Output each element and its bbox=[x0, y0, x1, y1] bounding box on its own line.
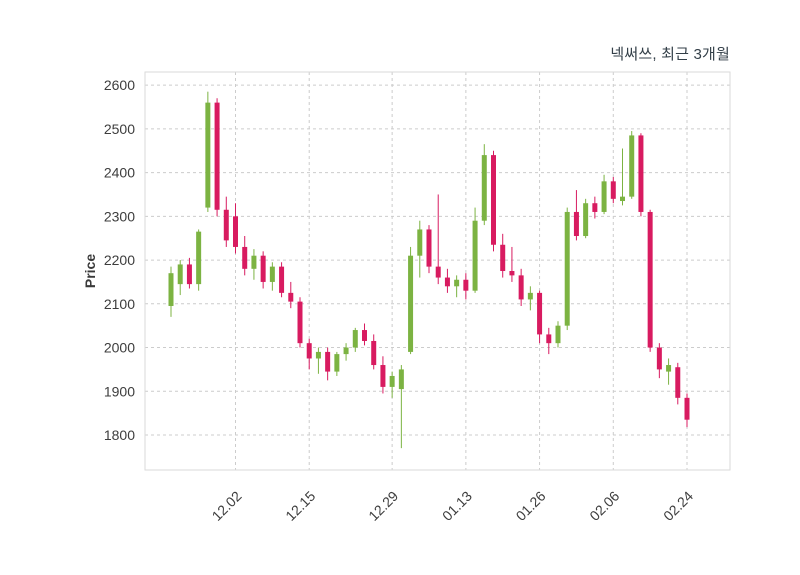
candle-body bbox=[279, 266, 285, 293]
candle-body bbox=[647, 211, 653, 348]
y-axis-title: Price bbox=[82, 253, 98, 289]
candle-body bbox=[601, 181, 607, 212]
candle-body bbox=[233, 216, 238, 247]
y-tick-label: 2400 bbox=[104, 165, 135, 181]
x-tick-label: 12.15 bbox=[282, 488, 318, 524]
candle-body bbox=[325, 351, 331, 372]
y-tick-label: 2500 bbox=[104, 121, 135, 137]
candle-body bbox=[573, 211, 579, 237]
y-tick-label: 2300 bbox=[104, 208, 135, 224]
y-tick-label: 2200 bbox=[104, 252, 135, 268]
candle-body bbox=[527, 292, 533, 300]
y-tick-label: 2000 bbox=[104, 340, 135, 356]
x-tick-label: 02.06 bbox=[586, 488, 622, 524]
x-tick-label: 02.24 bbox=[660, 488, 696, 524]
candle-body bbox=[371, 340, 377, 366]
y-tick-label: 2100 bbox=[104, 296, 135, 312]
candle-body bbox=[334, 354, 340, 372]
candle-body bbox=[306, 343, 312, 359]
x-tick-label: 12.02 bbox=[209, 488, 245, 524]
candle-body bbox=[491, 155, 496, 245]
candle-body bbox=[583, 203, 589, 237]
candle-body bbox=[251, 255, 257, 269]
candle-body bbox=[454, 279, 460, 287]
candle-body bbox=[398, 369, 404, 390]
x-tick-label: 01.13 bbox=[439, 488, 475, 524]
candle-body bbox=[242, 246, 248, 269]
candle-body bbox=[380, 365, 386, 387]
y-tick-label: 2600 bbox=[104, 77, 135, 93]
candle-body bbox=[537, 292, 543, 335]
candle-body bbox=[666, 365, 672, 372]
candle-body bbox=[463, 279, 469, 291]
candle-body bbox=[546, 334, 552, 344]
candle-body bbox=[223, 209, 229, 241]
candle-body bbox=[426, 229, 432, 267]
candle-body bbox=[408, 255, 414, 352]
candle-body bbox=[269, 266, 275, 282]
x-tick-label: 01.26 bbox=[513, 488, 549, 524]
chart-title: 넥써쓰, 최근 3개월 bbox=[610, 46, 730, 63]
candle-body bbox=[444, 277, 450, 287]
y-tick-label: 1800 bbox=[104, 427, 135, 443]
candle-body bbox=[500, 244, 506, 271]
candle-body bbox=[684, 397, 690, 420]
candle-body bbox=[362, 330, 367, 341]
candle-body bbox=[629, 135, 635, 197]
candle-body bbox=[435, 266, 441, 278]
candle-body bbox=[620, 196, 625, 202]
candle-body bbox=[675, 367, 681, 398]
candle-body bbox=[177, 264, 183, 285]
candle-body bbox=[186, 264, 192, 285]
candle-body bbox=[343, 347, 349, 355]
candle-body bbox=[509, 271, 515, 276]
candle-body bbox=[417, 229, 423, 256]
candle-body bbox=[214, 102, 220, 210]
candle-body bbox=[260, 255, 266, 282]
candle-body bbox=[389, 375, 395, 387]
candle-body bbox=[352, 330, 358, 348]
candle-body bbox=[592, 203, 598, 212]
y-tick-label: 1900 bbox=[104, 383, 135, 399]
candle-body bbox=[288, 292, 294, 302]
candle-body bbox=[638, 135, 644, 212]
candle-body bbox=[315, 351, 321, 359]
candle-body bbox=[555, 325, 561, 344]
candle-body bbox=[518, 275, 524, 300]
candle-body bbox=[297, 301, 303, 344]
candle-body bbox=[196, 231, 202, 285]
candle-body bbox=[472, 220, 478, 291]
candle-body bbox=[481, 155, 487, 221]
candle-body bbox=[564, 211, 570, 326]
x-tick-label: 12.29 bbox=[365, 488, 401, 524]
candle-body bbox=[168, 273, 174, 306]
candle-body bbox=[610, 181, 616, 199]
plot-border bbox=[144, 71, 731, 471]
candle-body bbox=[656, 347, 662, 370]
candle-body bbox=[205, 102, 211, 208]
